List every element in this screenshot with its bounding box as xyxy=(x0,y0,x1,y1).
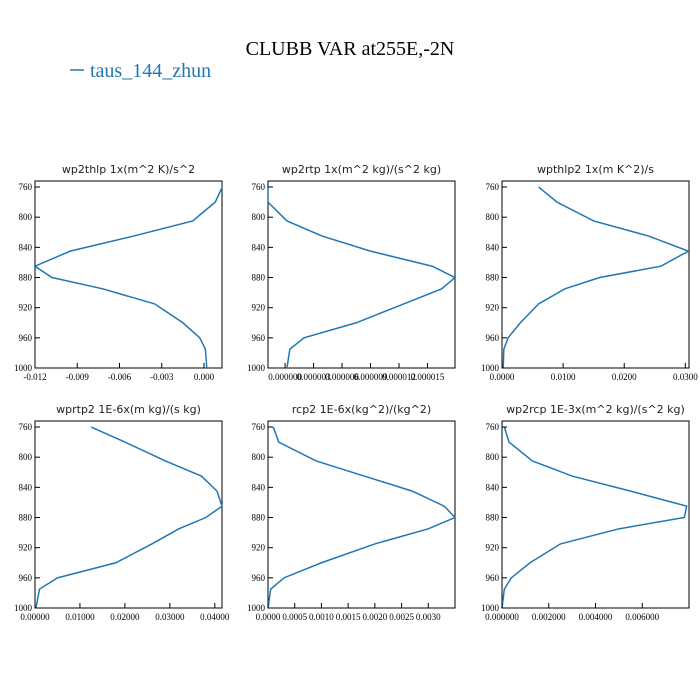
subplot-title: wp2thlp 1x(m^2 K)/s^2 xyxy=(62,163,195,176)
x-tick-label: 0.00000 xyxy=(20,612,50,622)
y-tick-label: 840 xyxy=(19,242,33,252)
x-tick-label: 0.000000 xyxy=(485,612,519,622)
x-tick-label: 0.000000 xyxy=(268,372,302,382)
subplot-title: wp2rtp 1x(m^2 kg)/(s^2 kg) xyxy=(282,163,441,176)
y-tick-label: 1000 xyxy=(481,363,500,373)
y-tick-label: 880 xyxy=(486,273,500,283)
x-tick-label: 0.0025 xyxy=(389,612,414,622)
plot-frame xyxy=(501,180,690,369)
y-tick-label: 840 xyxy=(252,242,266,252)
plot-frame xyxy=(501,420,690,609)
x-tick-label: 0.04000 xyxy=(200,612,230,622)
y-tick-label: 800 xyxy=(19,452,33,462)
y-tick-label: 960 xyxy=(19,573,33,583)
x-tick-label: 0.004000 xyxy=(579,612,613,622)
x-tick-label: 0.000012 xyxy=(382,372,416,382)
x-tick-label: 0.0000 xyxy=(490,372,515,382)
figure-title: CLUBB VAR at255E,-2N xyxy=(246,38,455,60)
x-tick-label: 0.03000 xyxy=(155,612,185,622)
y-tick-label: 1000 xyxy=(481,603,500,613)
y-tick-label: 960 xyxy=(486,573,500,583)
y-tick-label: 880 xyxy=(19,273,33,283)
y-tick-label: 760 xyxy=(252,422,266,432)
x-tick-label: 0.0300 xyxy=(673,372,698,382)
x-tick-label: 0.002000 xyxy=(532,612,566,622)
y-tick-label: 840 xyxy=(252,482,266,492)
y-tick-label: 1000 xyxy=(14,363,33,373)
x-tick-label: -0.003 xyxy=(150,372,174,382)
y-tick-label: 960 xyxy=(486,333,500,343)
profile-line xyxy=(501,426,688,609)
y-tick-label: 920 xyxy=(486,303,500,313)
profile-line xyxy=(33,186,223,369)
profile-line xyxy=(267,187,457,369)
y-tick-label: 840 xyxy=(19,482,33,492)
x-tick-label: -0.009 xyxy=(66,372,90,382)
x-tick-label: 0.0100 xyxy=(551,372,576,382)
x-tick-label: 0.01000 xyxy=(65,612,95,622)
y-tick-label: 840 xyxy=(486,482,500,492)
x-tick-label: 0.0000 xyxy=(256,612,281,622)
y-tick-label: 960 xyxy=(19,333,33,343)
y-tick-label: 1000 xyxy=(247,363,266,373)
y-tick-label: 760 xyxy=(19,422,33,432)
x-tick-label: 0.000003 xyxy=(297,372,331,382)
y-tick-label: 760 xyxy=(252,182,266,192)
subplot-title: wprtp2 1E-6x(m kg)/(s kg) xyxy=(56,403,201,416)
subplot-title: wpthlp2 1x(m K^2)/s xyxy=(537,163,654,176)
y-tick-label: 760 xyxy=(486,182,500,192)
y-tick-label: 960 xyxy=(252,573,266,583)
x-tick-label: 0.0015 xyxy=(336,612,361,622)
y-tick-label: 800 xyxy=(486,212,500,222)
subplot-title: wp2rcp 1E-3x(m^2 kg)/(s^2 kg) xyxy=(506,403,685,416)
y-tick-label: 880 xyxy=(252,273,266,283)
y-tick-label: 920 xyxy=(19,543,33,553)
y-tick-label: 1000 xyxy=(14,603,33,613)
profile-line xyxy=(267,426,457,609)
y-tick-label: 920 xyxy=(486,543,500,553)
y-tick-label: 760 xyxy=(486,422,500,432)
y-tick-label: 840 xyxy=(486,242,500,252)
y-tick-label: 920 xyxy=(19,303,33,313)
x-tick-label: 0.0005 xyxy=(282,612,307,622)
plot-frame xyxy=(34,420,223,609)
plot-frame xyxy=(34,180,223,369)
x-tick-label: 0.006000 xyxy=(625,612,659,622)
x-tick-label: 0.0020 xyxy=(362,612,387,622)
x-tick-label: 0.000015 xyxy=(411,372,445,382)
x-tick-label: 0.0010 xyxy=(309,612,334,622)
y-tick-label: 1000 xyxy=(247,603,266,613)
x-tick-label: -0.006 xyxy=(108,372,132,382)
profile-line xyxy=(35,426,223,609)
y-tick-label: 880 xyxy=(19,513,33,523)
y-tick-label: 920 xyxy=(252,543,266,553)
y-tick-label: 880 xyxy=(252,513,266,523)
y-tick-label: 880 xyxy=(486,513,500,523)
profile-line xyxy=(502,186,691,369)
x-tick-label: 0.0200 xyxy=(612,372,637,382)
x-tick-label: 0.000009 xyxy=(354,372,388,382)
y-tick-label: 800 xyxy=(19,212,33,222)
y-tick-label: 960 xyxy=(252,333,266,343)
y-tick-label: 800 xyxy=(252,452,266,462)
y-tick-label: 760 xyxy=(19,182,33,192)
x-tick-label: -0.012 xyxy=(23,372,46,382)
plot-frame xyxy=(267,180,456,369)
x-tick-label: 0.02000 xyxy=(110,612,140,622)
y-tick-label: 920 xyxy=(252,303,266,313)
x-tick-label: 0.000 xyxy=(194,372,215,382)
subplot-title: rcp2 1E-6x(kg^2)/(kg^2) xyxy=(292,403,431,416)
y-tick-label: 800 xyxy=(486,452,500,462)
legend-label: taus_144_zhun xyxy=(90,60,211,82)
y-tick-label: 800 xyxy=(252,212,266,222)
x-tick-label: 0.000006 xyxy=(325,372,359,382)
plot-frame xyxy=(267,420,456,609)
x-tick-label: 0.0030 xyxy=(416,612,441,622)
